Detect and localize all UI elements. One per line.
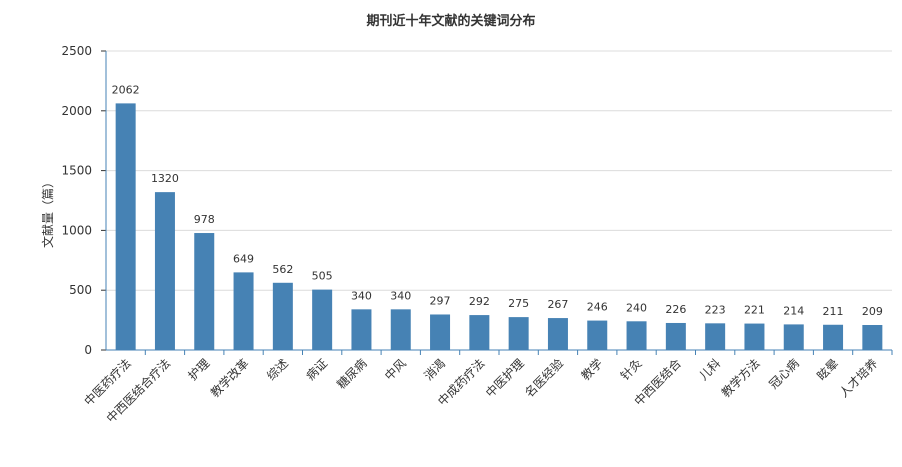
y-tick-label: 2500 [61,44,92,58]
bar-value-labels: 2062 1320 978 649 562 505 340 340 297 292 275 267 24… [112,83,883,318]
bar [390,309,411,350]
bar-value-label: 340 [390,289,411,302]
y-tick-label: 500 [69,283,92,297]
gridlines [101,50,892,351]
x-tick-label: 糖尿病 [333,356,369,392]
bar [351,309,372,350]
bar-value-label: 292 [469,295,490,308]
bar [154,192,175,350]
bar [626,321,647,350]
bar-value-label: 1320 [151,172,179,185]
y-tick-label: 1500 [61,164,92,178]
bar [272,282,293,350]
y-tick-label: 0 [84,343,92,357]
bar [587,320,608,350]
bar-value-label: 649 [233,252,254,265]
bar [783,324,804,350]
bar [194,233,215,350]
bar-value-label: 240 [626,301,647,314]
bar-value-label: 221 [744,304,765,317]
chart-title: 期刊近十年文献的关键词分布 [366,14,536,29]
bar [115,103,136,351]
x-tick-label: 眩晕 [814,356,842,384]
bar [469,315,490,350]
bar-value-label: 2062 [112,83,140,96]
bar [547,318,568,350]
y-axis-title: 文献量（篇） [40,176,55,248]
x-tick-label: 儿科 [696,356,723,383]
x-tick-label: 综述 [264,356,291,383]
bar-value-label: 214 [783,304,804,317]
bar-value-label: 275 [508,297,529,310]
bar-value-label: 505 [312,270,333,283]
x-tick-label: 病证 [303,356,331,384]
bar-value-label: 267 [547,298,568,311]
x-tick-label: 中医护理 [482,356,527,401]
x-tick-label: 中风 [381,356,409,384]
bar-value-label: 978 [194,213,215,226]
bar [312,289,333,350]
bar-value-label: 211 [823,305,844,318]
y-tick-label: 1000 [61,223,92,237]
x-tick-label: 教学改革 [207,356,252,401]
bar-value-label: 226 [665,303,686,316]
bar-value-label: 209 [862,305,883,318]
bar-value-label: 223 [705,303,726,316]
x-tick-label: 教学方法 [718,356,763,401]
bar [508,317,529,350]
x-tick-label: 消渴 [421,356,448,383]
bar-value-label: 297 [430,294,451,307]
x-tick-label: 人才培养 [836,356,881,401]
x-tick-label: 名医经验 [522,356,567,401]
x-tick-label: 护理 [185,356,212,383]
axes [105,51,893,355]
bar [430,314,451,350]
bar-value-label: 246 [587,301,608,314]
bar [823,324,844,350]
y-tick-labels: 0 500 1000 1500 2000 2500 [61,44,92,357]
x-tick-label: 冠心病 [766,356,802,392]
bar [705,323,726,350]
bars [115,103,883,351]
bar [665,322,686,350]
y-tick-label: 2000 [61,104,92,118]
x-tick-label: 针灸 [617,356,645,384]
bar [744,323,765,350]
bar-value-label: 340 [351,289,372,302]
bar [233,272,254,350]
x-tick-label: 教学 [578,356,606,384]
bar-value-label: 562 [272,263,293,276]
bar [862,325,883,350]
